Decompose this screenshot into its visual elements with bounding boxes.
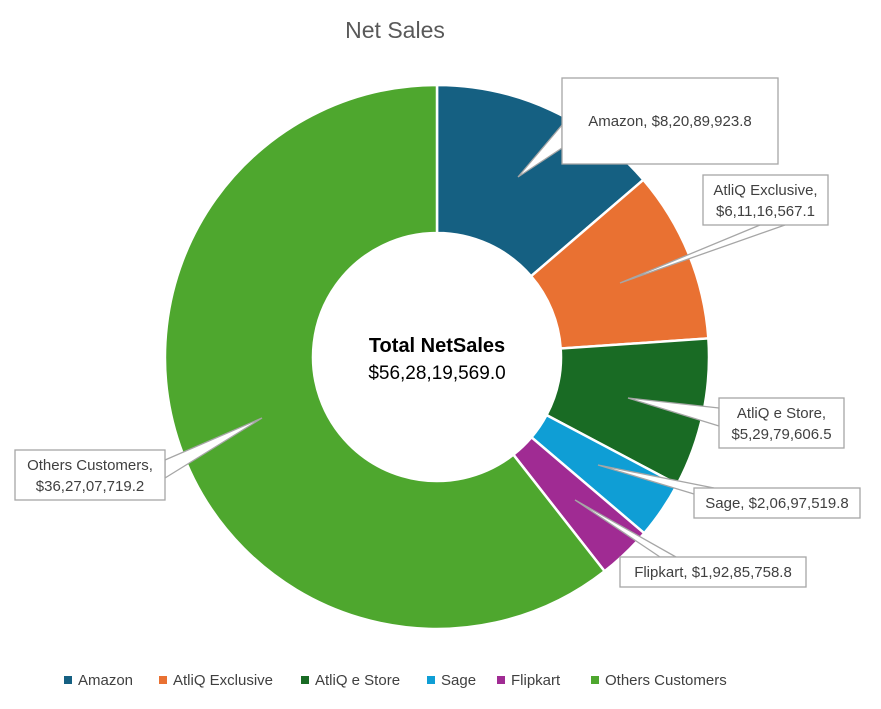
data-label-value: $6,11,16,567.1 xyxy=(716,203,815,220)
callout-sage: Sage, $2,06,97,519.8 xyxy=(597,464,861,519)
data-label-name: Others Customers, xyxy=(27,457,153,474)
legend-label: Others Customers xyxy=(605,672,727,689)
legend-item-others-customers: Others Customers xyxy=(591,672,727,689)
callout-box xyxy=(619,556,807,588)
data-label: Sage, $2,06,97,519.8 xyxy=(705,495,848,512)
callout-others-customers: Others Customers, $36,27,07,719.2 xyxy=(14,417,263,501)
data-label: Flipkart, $1,92,85,758.8 xyxy=(634,564,792,581)
legend-item-atliq-e-store: AtliQ e Store xyxy=(301,672,400,689)
callout-box xyxy=(702,174,829,226)
legend-swatch xyxy=(64,676,72,684)
legend-item-amazon: Amazon xyxy=(64,672,133,689)
legend-label: AtliQ e Store xyxy=(315,672,400,689)
callout-amazon: Amazon, $8,20,89,923.8 xyxy=(517,77,779,178)
callout-atliq-e-store: AtliQ e Store, $5,29,79,606.5 xyxy=(627,397,845,449)
data-label: Amazon, $8,20,89,923.8 xyxy=(588,113,751,130)
legend-swatch xyxy=(301,676,309,684)
data-label-name: AtliQ Exclusive, xyxy=(713,182,817,199)
legend-item-flipkart: Flipkart xyxy=(497,672,561,689)
data-label-name: AtliQ e Store, xyxy=(737,405,826,422)
data-label-value: $5,29,79,606.5 xyxy=(731,426,831,443)
legend-label: Amazon xyxy=(78,672,133,689)
center-value: $56,28,19,569.0 xyxy=(368,363,505,384)
callout-box xyxy=(693,487,861,519)
data-label-value: $36,27,07,719.2 xyxy=(36,478,144,495)
callout-atliq-exclusive: AtliQ Exclusive, $6,11,16,567.1 xyxy=(619,174,829,284)
legend-item-sage: Sage xyxy=(427,672,476,689)
center-title: Total NetSales xyxy=(369,335,505,357)
legend-label: Sage xyxy=(441,672,476,689)
chart-title: Net Sales xyxy=(345,17,445,43)
legend-label: AtliQ Exclusive xyxy=(173,672,273,689)
legend-swatch xyxy=(497,676,505,684)
legend: Amazon AtliQ Exclusive AtliQ e Store Sage Fl… xyxy=(64,672,727,689)
callout-box xyxy=(14,449,166,501)
slices-group xyxy=(163,83,711,631)
legend-swatch xyxy=(591,676,599,684)
legend-item-atliq-exclusive: AtliQ Exclusive xyxy=(159,672,273,689)
callout-flipkart: Flipkart, $1,92,85,758.8 xyxy=(574,499,807,588)
slice-others-customers xyxy=(163,83,607,631)
slice-amazon xyxy=(435,83,646,278)
legend-label: Flipkart xyxy=(511,672,561,689)
callouts-group: Amazon, $8,20,89,923.8 AtliQ Exclusive, $6… xyxy=(14,77,861,588)
callout-box xyxy=(718,397,845,449)
callout-box xyxy=(561,77,779,165)
legend-swatch xyxy=(427,676,435,684)
legend-swatch xyxy=(159,676,167,684)
